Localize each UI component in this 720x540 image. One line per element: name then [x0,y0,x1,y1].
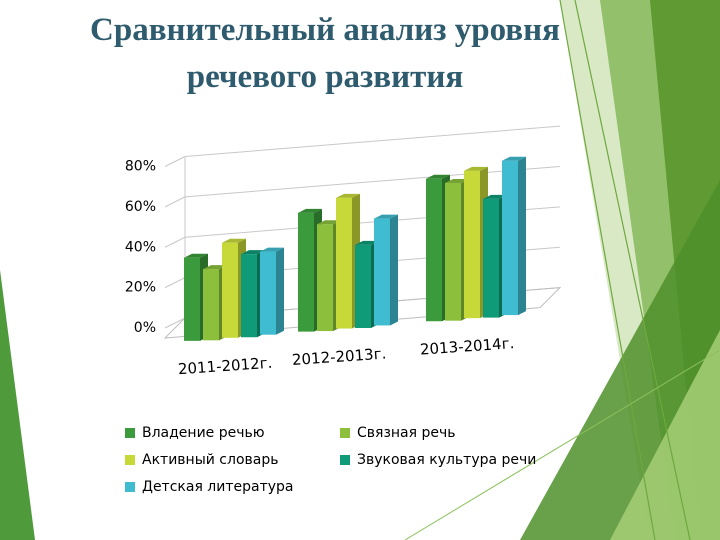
bar [222,242,238,338]
bar [426,178,442,322]
bar-top [241,250,265,255]
bar-top [483,194,507,199]
bar-top [445,178,469,183]
y-tick-label: 0% [134,320,156,336]
bar-top [374,214,398,219]
bar [483,198,499,318]
deco-line-3 [404,349,720,540]
x-tick-label: 2013-2014г. [419,334,514,359]
bar [241,254,257,338]
y-tick-label: 20% [125,280,156,296]
legend-item: Звуковая культура речи [340,452,536,468]
bar [445,182,461,321]
deco-triangle-right-light [610,330,720,540]
y-tick-label: 80% [125,159,156,175]
gridline-side [164,277,186,289]
legend-swatch [125,455,135,465]
bar-top [336,193,360,198]
legend-item: Связная речь [340,425,456,441]
gridline-side [164,196,186,208]
bar [203,269,219,341]
bar [355,244,371,328]
bar-top [222,238,246,243]
chart-floor [163,286,562,339]
bar [502,160,518,316]
x-tick-label: 2012-2013г. [291,345,386,370]
bar-top [317,220,341,225]
bar-top [298,208,322,213]
legend-label: Активный словарь [142,452,279,468]
bar [317,224,333,332]
deco-line-2 [574,0,691,540]
slide-title-line2: речевого развития [186,59,464,95]
bar-top [355,240,379,245]
bar [336,197,352,329]
bar [260,251,276,335]
x-tick-label: 2011-2012г. [177,354,272,379]
legend-swatch [125,482,135,492]
legend-item: Активный словарь [125,452,278,468]
bar-side [390,214,398,326]
gridline-side [164,236,186,248]
bar-top [203,265,227,270]
bar-top [502,156,526,161]
deco-line-1 [559,0,656,540]
bar [184,257,200,341]
gridline-side [164,317,186,329]
bar [374,218,390,326]
gridline [184,125,561,157]
bar-top [260,247,284,252]
legend-label: Владение речью [142,425,265,441]
legend-label: Звуковая культура речи [357,452,537,468]
legend-swatch [340,428,350,438]
legend-label: Связная речь [357,425,456,441]
gridline-side [164,156,186,167]
legend-item: Владение речью [125,425,265,441]
legend-item: Детская литература [125,479,294,495]
bar [298,212,314,332]
legend-swatch [340,455,350,465]
bar-side [276,247,284,335]
legend-label: Детская литература [142,479,294,495]
bar-top [426,174,450,179]
y-tick-label: 40% [125,239,156,255]
bar-top [184,253,208,258]
legend-swatch [125,428,135,438]
y-tick-label: 60% [125,199,156,215]
bar [464,170,480,319]
bar-top [464,166,488,171]
gridline [184,165,561,198]
slide-title-line1: Сравнительный анализ уровня [90,12,560,48]
deco-triangle-left [0,270,35,540]
bar-side [518,156,526,316]
